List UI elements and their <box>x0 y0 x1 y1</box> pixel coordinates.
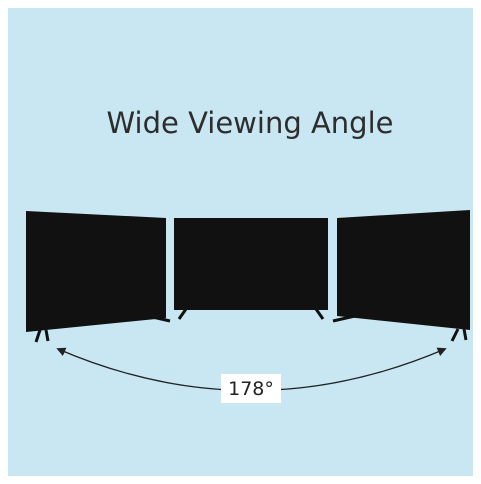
headline: Wide Viewing Angle <box>107 106 394 140</box>
tv-center <box>163 212 340 319</box>
angle-label: 178° <box>228 378 274 400</box>
product-image: Wide Viewing Angle 178° <box>0 0 481 484</box>
